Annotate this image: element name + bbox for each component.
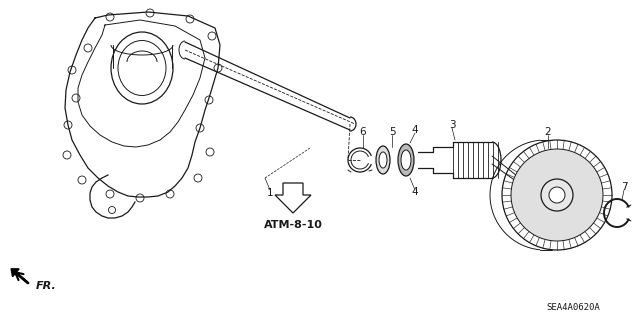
Circle shape [549,187,565,203]
Text: 4: 4 [412,187,419,197]
Text: 5: 5 [388,127,396,137]
Ellipse shape [401,150,411,170]
Text: 4: 4 [412,125,419,135]
Text: 2: 2 [545,127,551,137]
Text: 7: 7 [621,182,627,192]
Text: 3: 3 [449,120,455,130]
Text: ATM-8-10: ATM-8-10 [264,220,323,230]
Ellipse shape [376,146,390,174]
Text: 6: 6 [360,127,366,137]
Text: 1: 1 [267,188,273,198]
Polygon shape [11,269,19,277]
Circle shape [541,179,573,211]
Ellipse shape [379,152,387,168]
Text: SEA4A0620A: SEA4A0620A [546,302,600,311]
Ellipse shape [398,144,414,176]
Polygon shape [275,183,311,213]
Circle shape [511,149,603,241]
Text: FR.: FR. [36,281,57,291]
